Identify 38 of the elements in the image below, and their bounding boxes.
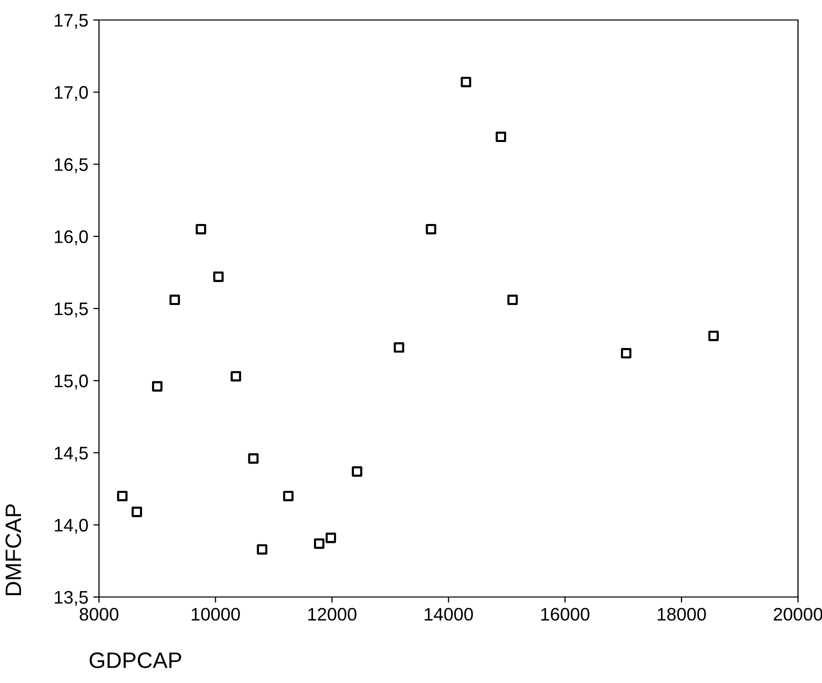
y-tick-label: 16,0: [54, 230, 88, 246]
point: [460, 76, 472, 88]
y-tick-label: 16,5: [54, 158, 88, 174]
point: [394, 342, 404, 353]
point: [708, 330, 719, 342]
point: [496, 132, 506, 142]
x-tick-label: 18000: [658, 608, 706, 621]
x-tick-label: 14000: [424, 608, 473, 621]
point: [507, 294, 518, 306]
point: [170, 294, 180, 306]
point: [352, 466, 362, 477]
y-tick-label: 15,5: [54, 302, 88, 318]
y-tick-label: 17,0: [54, 86, 88, 101]
x-axis-title: GDPCAP: [90, 652, 182, 668]
y-tick-label: 15,0: [54, 374, 88, 390]
x-tick-label: 10000: [192, 608, 240, 621]
point: [213, 272, 224, 282]
point: [230, 371, 242, 382]
point: [248, 453, 259, 464]
point: [152, 381, 162, 392]
x-tick-label: 16000: [541, 608, 590, 621]
point: [314, 538, 324, 549]
point: [283, 490, 294, 502]
point: [620, 348, 632, 358]
y-tick-label: 14,0: [54, 518, 88, 534]
x-tick-label: 8000: [80, 608, 118, 621]
y-axis-title: DMFCAP: [5, 504, 22, 596]
point: [256, 544, 268, 555]
y-tick-label: 17,5: [54, 14, 88, 29]
x-tick-label: 20000: [774, 608, 822, 621]
point: [132, 506, 142, 518]
point: [196, 224, 206, 234]
x-tick-label: 12000: [308, 608, 356, 621]
point: [326, 532, 336, 544]
y-tick-label: 13,5: [54, 590, 88, 606]
point: [426, 224, 436, 234]
y-tick-label: 14,5: [54, 446, 88, 462]
point: [117, 490, 128, 502]
